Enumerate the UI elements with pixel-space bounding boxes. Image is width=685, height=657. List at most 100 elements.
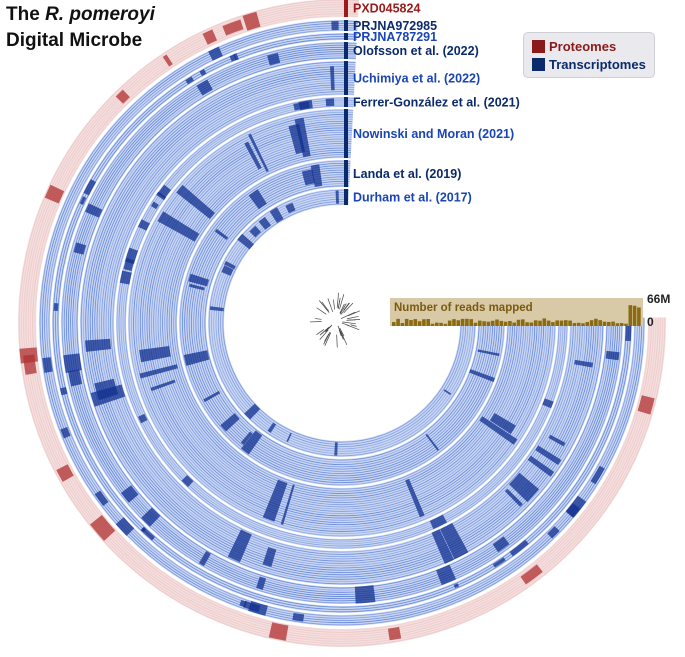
- expression-streak: [56, 464, 74, 482]
- dendrogram-branch: [339, 328, 345, 337]
- expression-streak: [294, 117, 311, 158]
- sample-track: [202, 183, 482, 463]
- reads-bar: [499, 320, 504, 326]
- sample-track: [112, 93, 572, 553]
- dataset-label: PXD045824: [353, 2, 420, 16]
- sample-track: [150, 131, 533, 514]
- expression-streak: [183, 350, 210, 366]
- sample-track: [200, 180, 485, 466]
- expression-streak: [176, 184, 216, 220]
- dendrogram-branch: [347, 316, 359, 320]
- expression-streak: [429, 514, 447, 530]
- expression-streak: [162, 54, 173, 67]
- reads-bar: [396, 318, 400, 326]
- title-line2: Digital Microbe: [6, 30, 143, 51]
- reads-bar: [417, 321, 422, 326]
- expression-streak: [310, 164, 323, 187]
- expression-streak: [248, 600, 268, 616]
- dataset-label: PRJNA972985: [353, 19, 437, 33]
- expression-streak: [237, 233, 254, 250]
- expression-streak: [196, 79, 213, 96]
- reads-bar: [413, 319, 418, 326]
- ring-8: [179, 160, 505, 486]
- dendrogram-branch: [316, 307, 327, 315]
- reads-bar: [607, 321, 611, 326]
- expression-streak: [443, 389, 452, 396]
- expression-streak: [286, 432, 292, 442]
- sample-track: [18, 0, 666, 647]
- reads-bar: [564, 320, 568, 326]
- expression-streak: [189, 283, 205, 291]
- sample-track: [110, 91, 574, 555]
- expression-streak: [73, 242, 87, 255]
- expression-streak: [453, 583, 460, 589]
- expression-streak: [293, 101, 310, 111]
- expression-streak: [520, 564, 543, 585]
- sample-track: [63, 44, 621, 602]
- reads-panel-title: Number of reads mapped: [394, 302, 533, 314]
- expression-streak: [119, 270, 132, 285]
- expression-streak: [83, 179, 96, 196]
- reads-bar: [637, 307, 641, 326]
- sample-track: [118, 99, 566, 547]
- expression-streak: [79, 196, 87, 205]
- sample-track: [23, 4, 661, 642]
- dendrogram-branch: [340, 331, 348, 345]
- sample-track: [193, 174, 491, 472]
- expression-streak: [489, 412, 516, 434]
- expression-streak: [138, 413, 148, 424]
- expression-streak: [439, 522, 469, 560]
- dataset-marker-bar: [344, 20, 348, 31]
- reads-bar: [435, 322, 439, 326]
- sample-track: [27, 8, 657, 638]
- sample-track: [65, 46, 619, 600]
- dataset-marker-bar: [344, 33, 348, 40]
- expression-streak: [157, 211, 200, 242]
- reads-bar: [426, 319, 430, 326]
- expression-streak: [492, 536, 510, 553]
- dataset-marker-bar: [344, 189, 348, 205]
- reads-bar: [551, 322, 555, 326]
- sample-track: [116, 97, 568, 549]
- legend-swatch-transcriptomes: [532, 57, 545, 71]
- dendrogram-branch: [339, 303, 345, 314]
- dataset-marker-bar: [344, 109, 348, 158]
- expression-streak: [124, 247, 139, 265]
- expression-streak: [436, 564, 457, 586]
- expression-streak: [68, 369, 83, 387]
- dataset-label: Uchimiya et al. (2022): [353, 72, 480, 86]
- expression-streak: [139, 345, 171, 363]
- sample-track: [57, 38, 627, 608]
- sample-track: [68, 49, 616, 597]
- expression-streak: [90, 514, 116, 541]
- ring-7: [128, 109, 556, 537]
- expression-streak: [202, 29, 218, 45]
- expression-streak: [267, 52, 281, 66]
- legend-item-transcriptomes: Transcriptomes: [532, 55, 646, 73]
- expression-streak: [199, 68, 207, 77]
- reads-bar: [422, 319, 426, 326]
- expression-streak: [240, 431, 253, 445]
- expression-streak: [269, 207, 284, 223]
- center-dendrogram: [309, 292, 361, 348]
- reads-bar: [615, 323, 620, 326]
- reads-bar: [572, 323, 577, 326]
- reads-bar: [538, 320, 542, 326]
- dataset-label: Durham et al. (2017): [353, 191, 472, 205]
- reads-bar: [585, 321, 590, 326]
- sample-track: [148, 129, 536, 517]
- sample-track: [190, 171, 494, 474]
- sample-track: [197, 178, 487, 468]
- figure-title: The R. pomeroyi Digital Microbe: [6, 2, 155, 54]
- sample-track: [122, 103, 562, 543]
- expression-streak: [198, 551, 211, 567]
- sample-track: [124, 105, 560, 541]
- expression-streak: [157, 184, 171, 199]
- reads-bar: [465, 318, 469, 326]
- reads-bar: [443, 323, 448, 326]
- reads-bar: [452, 319, 456, 326]
- expression-streak: [185, 76, 194, 85]
- ring-background: [128, 109, 556, 537]
- sample-track: [173, 154, 511, 492]
